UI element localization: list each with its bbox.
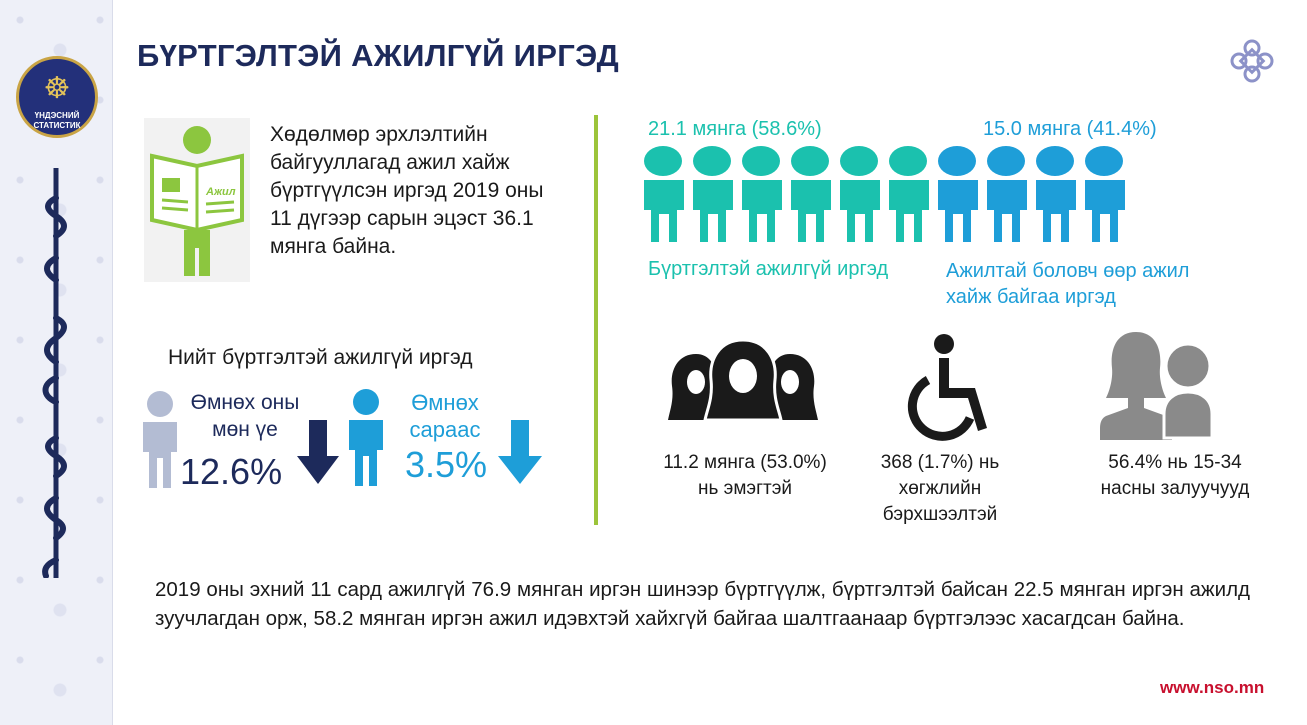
logo: ☸ ҮНДЭСНИЙ СТАТИСТИК: [16, 56, 98, 138]
website-link[interactable]: www.nso.mn: [1160, 678, 1265, 697]
person-icon: [143, 391, 177, 488]
person-icon-employed: [987, 146, 1027, 242]
stat-disabled: 368 (1.7%) нь хөгжлийн бэрхшээлтэй: [880, 452, 1000, 525]
person-icon-employed: [938, 146, 978, 242]
page-title: БҮРТГЭЛТЭЙ АЖИЛГҮЙ ИРГЭД: [137, 38, 620, 73]
person-icon-unemployed: [644, 146, 684, 242]
person-icon-unemployed: [693, 146, 733, 242]
soyombo-icon: ☸: [43, 72, 71, 105]
mongolian-script-icon: [42, 168, 67, 578]
emblem-icon: [1230, 39, 1274, 83]
logo-line2: СТАТИСТИК: [33, 121, 81, 130]
person-icon-unemployed: [791, 146, 831, 242]
stat-women: 11.2 мянга (53.0%) нь эмэгтэй: [663, 452, 827, 499]
unemployed-label: Бүртгэлтэй ажилгүй иргэд: [648, 258, 889, 280]
person-icon-employed: [1085, 146, 1125, 242]
employed-seeking-value: 15.0 мянга (41.4%): [983, 118, 1157, 140]
newspaper-badge: Ажил: [205, 186, 236, 198]
employed-seeking-label: Ажилтай боловч өөр ажил хайж байгаа иргэ…: [946, 260, 1190, 308]
prev-year-label: Өмнөх оны мөн үе: [190, 391, 300, 441]
youth-icon: [1100, 332, 1214, 440]
person-icon: [349, 389, 383, 486]
divider: [594, 115, 598, 525]
prev-month-value: 3.5%: [405, 444, 488, 485]
women-group-icon: [668, 338, 818, 420]
person-icon-unemployed: [889, 146, 929, 242]
person-icon-employed: [1036, 146, 1076, 242]
people-row: [644, 146, 1125, 242]
arrow-down-icon: [297, 420, 339, 484]
wheelchair-icon: [907, 334, 987, 441]
prev-year-value: 12.6%: [180, 451, 283, 492]
newspaper-person-panel: Ажил: [144, 118, 250, 282]
summary-text: 2019 оны эхний 11 сард ажилгүй 76.9 мянг…: [155, 578, 1250, 630]
arrow-down-icon: [498, 420, 542, 484]
total-title: Нийт бүртгэлтэй ажилгүй иргэд: [168, 346, 473, 369]
logo-line1: ҮНДЭСНИЙ: [34, 111, 80, 120]
prev-month-label: Өмнөх сараас: [409, 390, 481, 442]
intro-text: Хөдөлмөр эрхлэлтийн байгууллагад ажил ха…: [270, 123, 544, 258]
stat-youth: 56.4% нь 15-34 насны залуучууд: [1100, 452, 1250, 499]
person-icon-unemployed: [742, 146, 782, 242]
sidebar: ☸ ҮНДЭСНИЙ СТАТИСТИК: [0, 0, 113, 725]
person-icon-unemployed: [840, 146, 880, 242]
unemployed-value: 21.1 мянга (58.6%): [648, 118, 822, 140]
newspaper-person-icon: Ажил: [150, 126, 244, 276]
